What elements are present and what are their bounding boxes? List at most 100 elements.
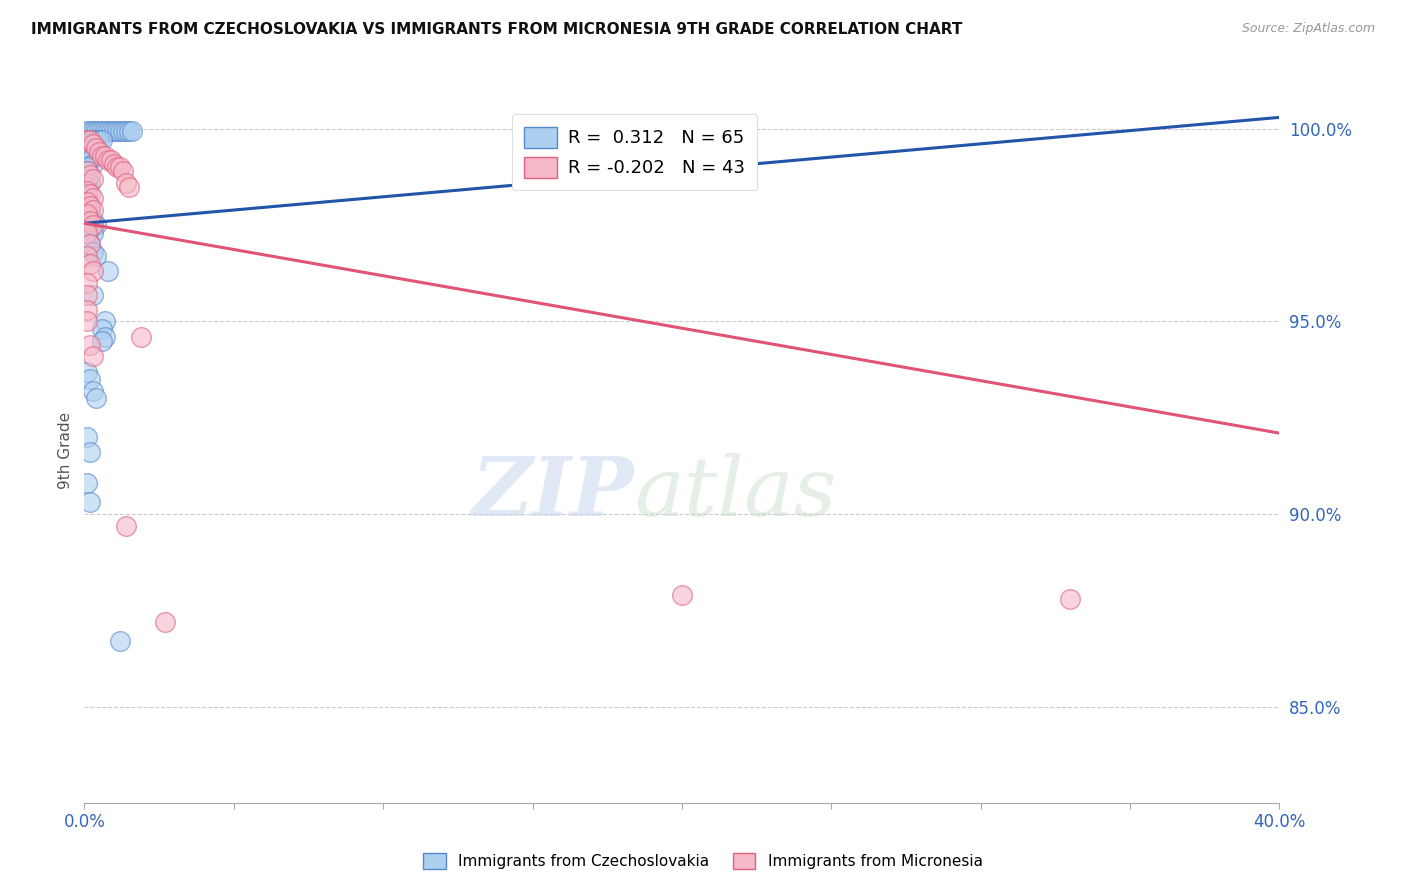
Point [89,133,111,147]
Point [79,222,101,236]
Point [97,153,120,167]
Point [112,164,135,178]
Point [76,365,98,379]
Point [79,168,101,182]
Point [76,314,98,328]
Point [100,124,122,138]
Point [86,141,108,155]
Legend: Immigrants from Czechoslovakia, Immigrants from Micronesia: Immigrants from Czechoslovakia, Immigran… [418,847,988,875]
Point [121,124,143,138]
Point [671,588,693,602]
Point [115,124,138,138]
Point [76,149,98,163]
Point [82,191,104,205]
Point [76,226,98,240]
Point [86,124,108,138]
Point [89,145,111,159]
Point [76,195,98,210]
Point [86,141,108,155]
Point [79,133,101,147]
Text: ZIP: ZIP [471,453,634,533]
Point [91,149,114,163]
Point [76,302,98,317]
Point [79,187,101,202]
Point [86,249,108,263]
Point [82,124,104,138]
Point [105,161,128,175]
Text: Source: ZipAtlas.com: Source: ZipAtlas.com [1241,22,1375,36]
Point [79,133,101,147]
Point [79,214,101,228]
Point [94,149,117,163]
Point [91,334,114,348]
Point [82,141,104,155]
Point [79,145,101,159]
Point [97,124,120,138]
Point [79,124,101,138]
Point [82,202,104,217]
Point [82,149,104,163]
Point [76,124,98,138]
Point [86,218,108,232]
Point [82,349,104,363]
Point [105,124,128,138]
Point [76,430,98,444]
Point [91,322,114,336]
Point [79,237,101,252]
Point [76,191,98,205]
Point [76,179,98,194]
Point [76,133,98,147]
Point [76,199,98,213]
Point [86,133,108,147]
Text: IMMIGRANTS FROM CZECHOSLOVAKIA VS IMMIGRANTS FROM MICRONESIA 9TH GRADE CORRELATI: IMMIGRANTS FROM CZECHOSLOVAKIA VS IMMIGR… [31,22,962,37]
Point [110,161,132,175]
Point [115,518,138,533]
Point [76,161,98,175]
Point [94,314,117,328]
Point [153,615,176,629]
Point [76,207,98,221]
Point [82,137,104,152]
Point [76,287,98,301]
Point [82,384,104,398]
Point [82,264,104,278]
Point [76,145,98,159]
Point [76,172,98,186]
Point [79,153,101,167]
Point [79,176,101,190]
Point [79,372,101,386]
Point [91,124,114,138]
Point [94,330,117,344]
Point [82,156,104,170]
Point [129,330,152,344]
Point [82,226,104,240]
Point [79,202,101,217]
Point [82,245,104,260]
Point [110,124,132,138]
Point [89,124,111,138]
Point [79,237,101,252]
Point [76,207,98,221]
Point [79,199,101,213]
Point [86,392,108,406]
Point [94,124,117,138]
Point [115,176,138,190]
Legend: R =  0.312   N = 65, R = -0.202   N = 43: R = 0.312 N = 65, R = -0.202 N = 43 [512,114,758,190]
Point [118,179,141,194]
Point [76,164,98,178]
Y-axis label: 9th Grade: 9th Grade [58,412,73,489]
Point [103,156,125,170]
Point [76,195,98,210]
Point [110,634,132,648]
Point [82,172,104,186]
Point [97,264,120,278]
Point [76,187,98,202]
Point [79,141,101,155]
Text: atlas: atlas [634,453,837,533]
Point [76,476,98,491]
Point [103,124,125,138]
Point [118,124,141,138]
Point [79,257,101,271]
Point [79,445,101,459]
Point [76,249,98,263]
